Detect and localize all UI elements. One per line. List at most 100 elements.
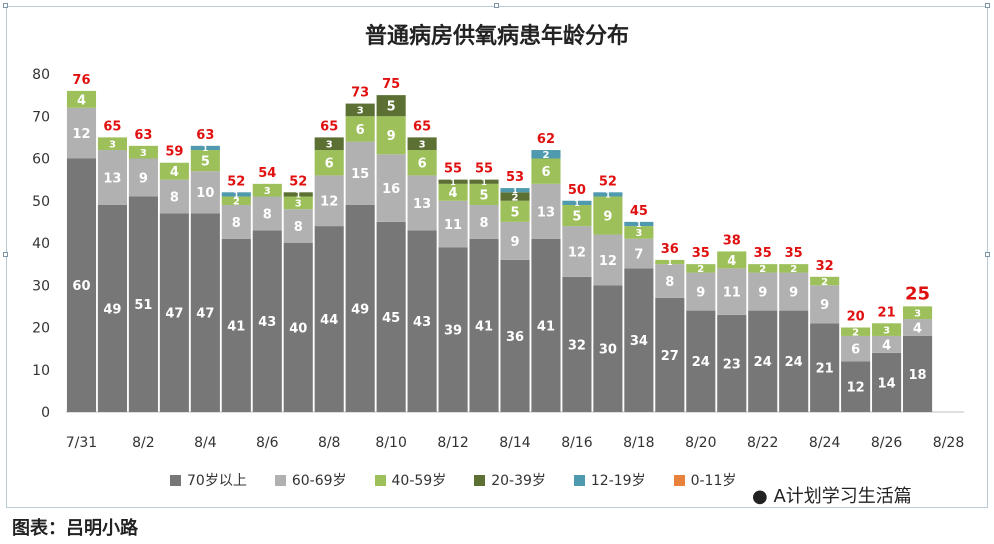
bar-value-label: 41	[475, 319, 493, 334]
bar-value-label: 12	[568, 245, 586, 260]
bar-value-label: 12	[599, 254, 617, 269]
bar-value-label: 14	[878, 376, 896, 391]
bar-total-label: 52	[227, 174, 245, 189]
bar-value-label: 43	[258, 315, 276, 330]
bar-segment	[97, 150, 128, 205]
legend-label: 70岁以上	[187, 473, 247, 489]
bar-value-label: 2	[233, 197, 240, 208]
bar-value-label: 44	[320, 313, 338, 328]
bar-segment	[562, 276, 592, 412]
bar-value-label: 18	[909, 368, 927, 383]
bar-segment	[376, 154, 406, 222]
bar-segment	[779, 310, 809, 412]
x-tick-label: 8/24	[809, 435, 841, 451]
bar-value-label: 51	[134, 298, 152, 313]
bar-value-label: 8	[480, 216, 489, 231]
bar-value-label: 9	[789, 286, 798, 301]
bar-value-label: 9	[696, 286, 705, 301]
bar-segment	[717, 268, 747, 315]
y-tick-label: 80	[32, 67, 50, 83]
bar-value-label: 7	[634, 248, 643, 263]
resize-handle-left[interactable]	[3, 252, 8, 257]
bar-value-label: 8	[294, 220, 303, 235]
bar-total-label: 59	[165, 145, 183, 160]
bar-total-label: 65	[413, 119, 431, 134]
legend-item: 40-59岁	[374, 470, 446, 490]
x-tick-label: 8/16	[561, 435, 593, 451]
bar-segment	[283, 243, 313, 412]
bar-value-label: 8	[232, 216, 241, 231]
bar-value-label: 3	[357, 106, 364, 117]
bar-value-label: 3	[914, 309, 921, 320]
legend-item: 0-11岁	[673, 470, 736, 490]
bar-value-label: 3	[326, 140, 333, 151]
x-tick-label: 8/14	[499, 435, 531, 451]
bar-value-label: 1	[481, 178, 487, 187]
bar-total-label: 73	[351, 86, 369, 101]
bar-value-label: 41	[537, 319, 555, 334]
bar-value-label: 9	[139, 171, 148, 186]
legend-swatch	[673, 474, 685, 486]
bar-segment	[902, 306, 933, 320]
bar-value-label: 1	[203, 144, 209, 153]
bar-segment	[500, 200, 530, 222]
resize-handle-top-right[interactable]	[985, 3, 990, 8]
bar-segment	[686, 264, 716, 273]
bar-segment	[345, 103, 375, 117]
bar-value-label: 5	[572, 209, 581, 224]
legend-swatch	[274, 474, 286, 486]
bar-value-label: 2	[821, 277, 828, 288]
bar-value-label: 15	[351, 167, 369, 182]
bar-total-label: 35	[692, 246, 710, 261]
bar-segment	[314, 137, 344, 151]
bar-value-label: 1	[450, 178, 456, 187]
bar-value-label: 1	[295, 190, 301, 199]
x-tick-label: 8/8	[318, 435, 341, 451]
bar-segment	[283, 192, 313, 197]
bar-segment	[252, 196, 282, 231]
bar-value-label: 11	[444, 218, 462, 233]
bar-segment	[779, 272, 809, 311]
x-tick-label: 8/20	[685, 435, 716, 451]
bar-segment	[190, 150, 220, 172]
bar-value-label: 40	[289, 321, 307, 336]
bar-total-label: 65	[103, 119, 121, 134]
bar-value-label: 47	[196, 307, 214, 322]
bar-value-label: 13	[413, 197, 431, 212]
bar-segment	[128, 196, 158, 412]
bar-segment	[252, 230, 282, 412]
chart-credit: 图表：吕明小路	[12, 518, 138, 539]
bar-value-label: 9	[510, 235, 519, 250]
legend-label: 60-69岁	[291, 473, 347, 489]
resize-handle-right[interactable]	[985, 252, 990, 257]
bar-value-label: 12	[72, 127, 90, 142]
bar-value-label: 32	[568, 338, 586, 353]
bar-value-label: 60	[72, 279, 90, 294]
bar-value-label: 9	[603, 209, 612, 224]
watermark-text: A计划学习生活篇	[773, 486, 912, 507]
legend-swatch	[374, 474, 386, 486]
watermark-caption: ● A计划学习生活篇	[752, 482, 912, 508]
bar-value-label: 9	[758, 286, 767, 301]
resize-handle-top[interactable]	[494, 3, 499, 8]
bar-segment	[841, 335, 871, 362]
bar-value-label: 2	[852, 328, 859, 339]
bar-segment	[902, 335, 933, 412]
bar-segment	[717, 251, 747, 269]
bar-value-label: 24	[692, 355, 710, 370]
bar-value-label: 36	[506, 330, 524, 345]
bar-total-label: 52	[289, 174, 307, 189]
bar-value-label: 3	[883, 325, 890, 336]
bar-segment	[593, 196, 623, 235]
bar-segment	[159, 179, 189, 214]
bar-total-label: 38	[723, 233, 741, 248]
bar-segment	[500, 188, 530, 193]
bar-segment	[438, 200, 468, 248]
wechat-icon: ●	[752, 486, 768, 507]
bar-segment	[221, 196, 251, 205]
bar-value-label: 1	[667, 258, 673, 267]
bar-value-label: 1	[234, 190, 240, 199]
bar-value-label: 39	[444, 324, 462, 339]
bar-segment	[159, 213, 189, 412]
resize-handle-top-left[interactable]	[3, 3, 8, 8]
